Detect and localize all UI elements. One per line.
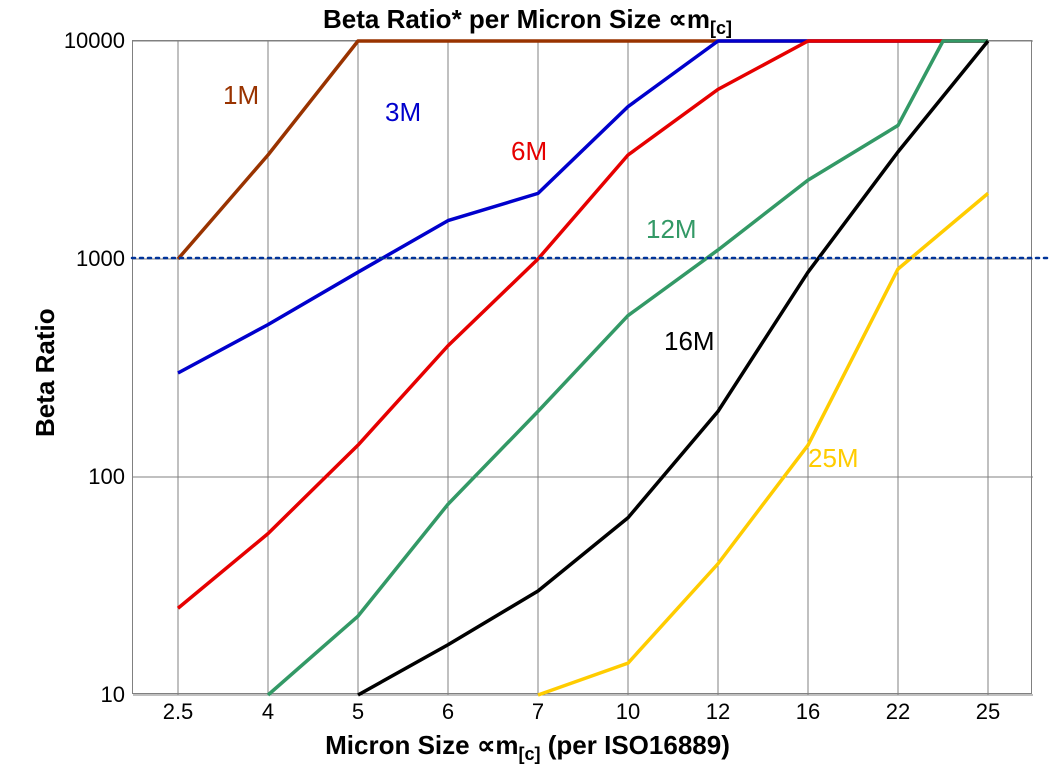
y-tick-label: 10: [101, 682, 125, 708]
series-label-3M: 3M: [385, 97, 421, 128]
x-tick-label: 7: [532, 699, 544, 725]
y-axis-label: Beta Ratio: [30, 308, 61, 437]
series-line-16M: [358, 41, 988, 695]
x-axis-label: Micron Size ∝m[c] (per ISO16889): [0, 730, 1055, 765]
x-tick-label: 22: [886, 699, 910, 725]
x-tick-label: 6: [442, 699, 454, 725]
x-tick-label: 12: [706, 699, 730, 725]
series-label-6M: 6M: [511, 136, 547, 167]
chart-title: Beta Ratio* per Micron Size ∝m[c]: [0, 4, 1055, 39]
x-tick-label: 10: [616, 699, 640, 725]
series-label-25M: 25M: [808, 443, 859, 474]
series-line-6M: [178, 41, 988, 608]
series-line-25M: [538, 193, 988, 695]
chart-container: Beta Ratio* per Micron Size ∝m[c] Beta R…: [0, 0, 1055, 781]
series-label-16M: 16M: [664, 326, 715, 357]
x-tick-label: 16: [796, 699, 820, 725]
series-label-1M: 1M: [223, 80, 259, 111]
series-label-12M: 12M: [646, 214, 697, 245]
y-tick-label: 100: [88, 464, 125, 490]
x-tick-label: 25: [976, 699, 1000, 725]
y-tick-label: 1000: [76, 246, 125, 272]
y-tick-label: 10000: [64, 28, 125, 54]
plot-area: 101001000100002.5456710121622251M3M6M12M…: [132, 40, 1032, 694]
x-tick-label: 2.5: [163, 699, 194, 725]
x-tick-label: 4: [262, 699, 274, 725]
x-tick-label: 5: [352, 699, 364, 725]
